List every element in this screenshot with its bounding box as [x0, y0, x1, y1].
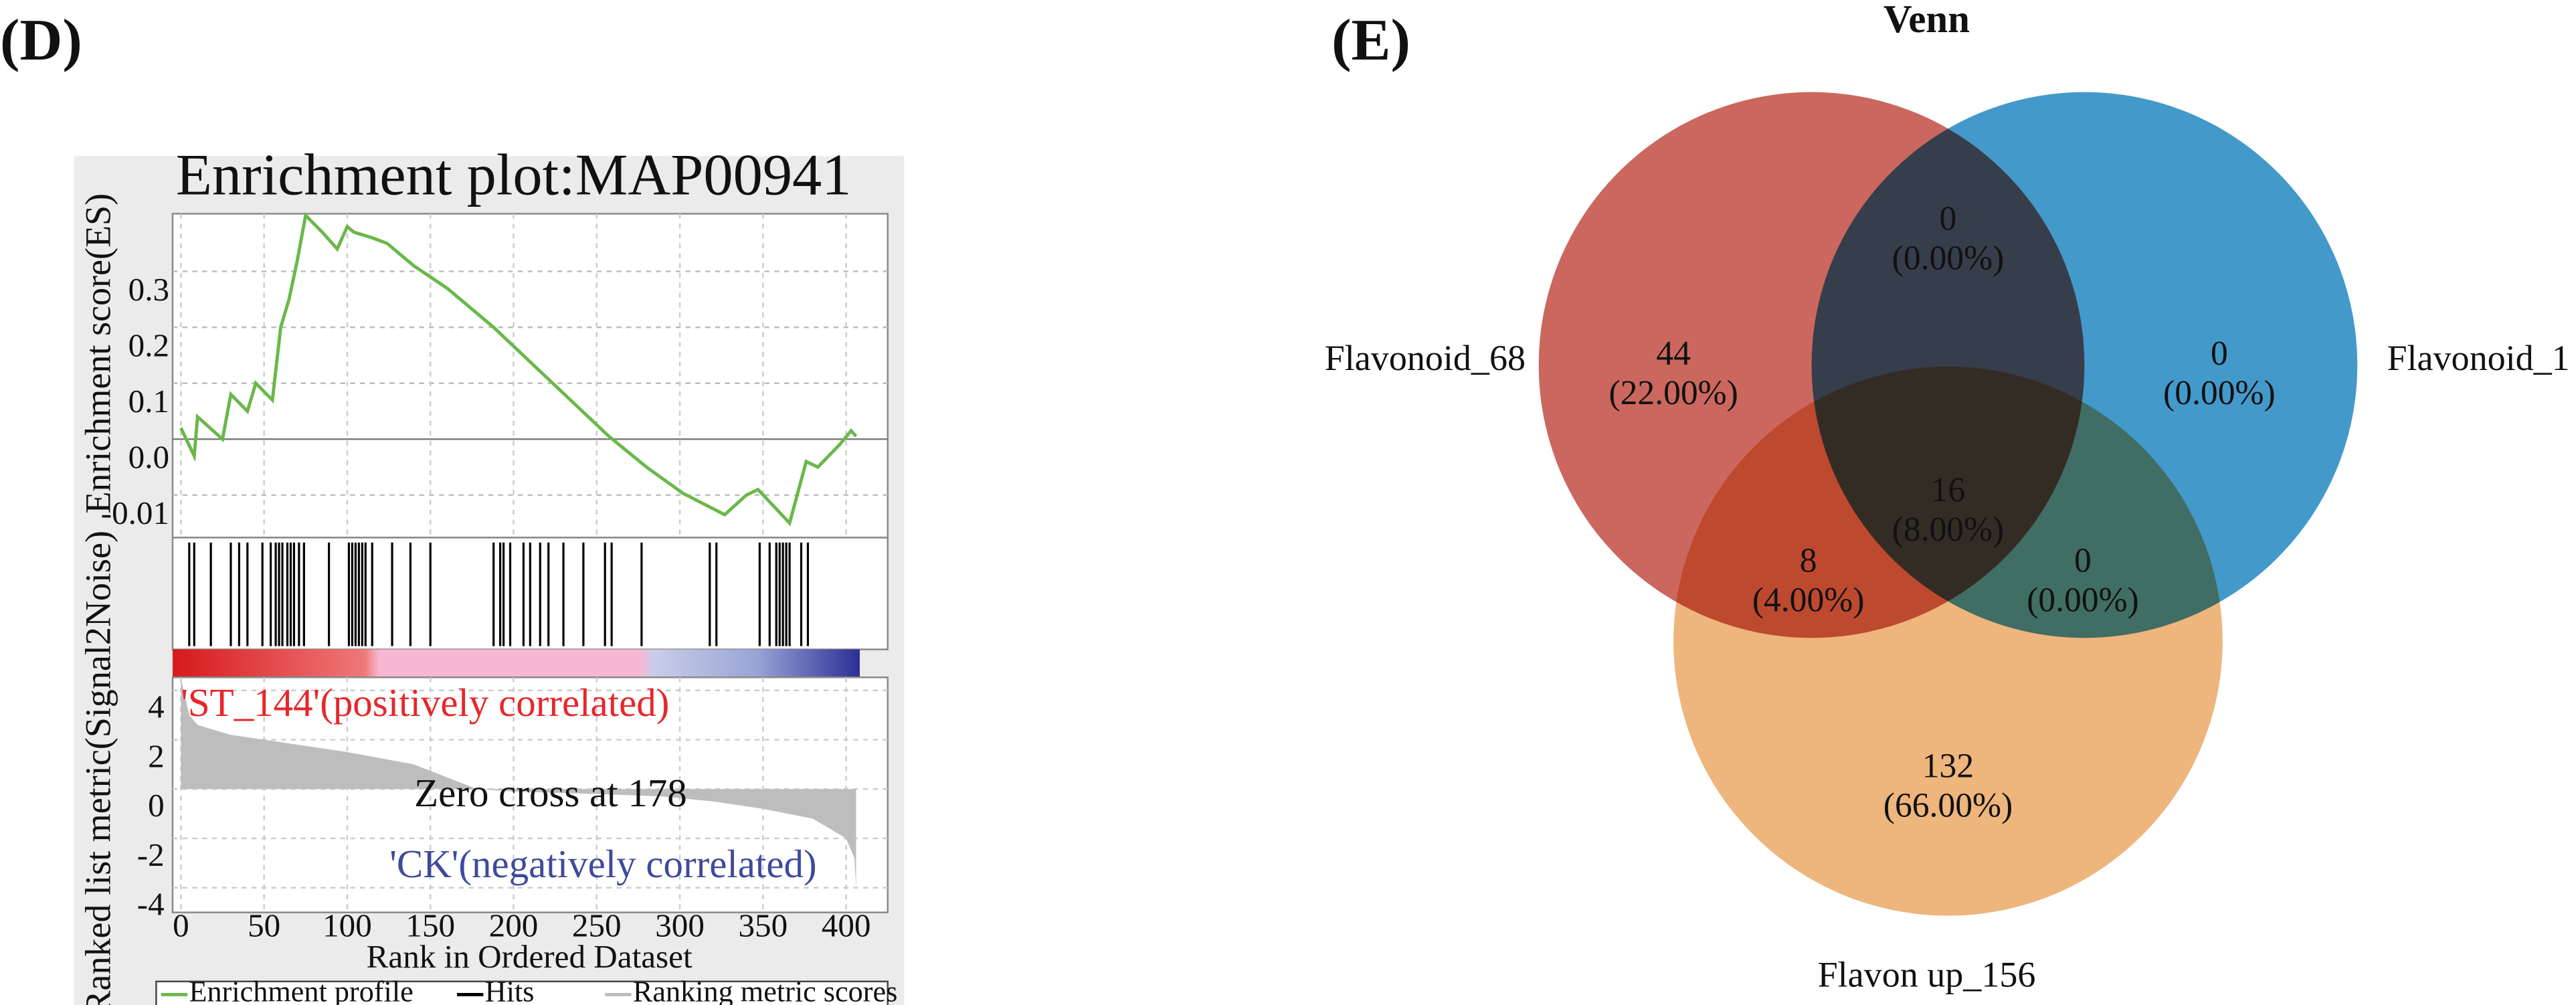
- y-tick-label: 0.1: [128, 383, 169, 420]
- x-axis-label: Rank in Ordered Dataset: [367, 938, 693, 975]
- region-percent: (0.00%): [2163, 374, 2276, 412]
- x-tick-label: 50: [248, 907, 280, 943]
- region-percent: (66.00%): [1883, 787, 2013, 825]
- es-panel: [171, 213, 889, 539]
- region-percent: (0.00%): [2027, 581, 2139, 620]
- annotation: 'CK'(negatively correlated): [389, 842, 816, 886]
- y-tick-label: 0.2: [128, 327, 169, 363]
- y-tick-label: 4: [148, 689, 165, 725]
- color-bar: [172, 649, 860, 678]
- y-tick-label: -0.01: [101, 494, 169, 531]
- es-line: [179, 211, 858, 527]
- x-tick-label: 150: [405, 907, 455, 943]
- legend-label: Ranking metric scores: [633, 976, 897, 1005]
- legend-label: Hits: [485, 976, 535, 1005]
- region-count: 0: [1940, 200, 1957, 238]
- annotation: 'ST_144'(positively correlated): [181, 680, 669, 725]
- x-tick-label: 0: [173, 907, 189, 943]
- legend-label: Enrichment profile: [189, 976, 413, 1005]
- x-tick-label: 100: [323, 907, 372, 943]
- metric-area: [181, 678, 856, 888]
- region-percent: (0.00%): [1892, 240, 2005, 278]
- set-label: Flavonoid_1: [2387, 338, 2569, 378]
- region-percent: (22.00%): [1608, 374, 1738, 412]
- region-percent: (4.00%): [1752, 581, 1865, 620]
- panel-label: (D): [0, 7, 82, 73]
- y-tick-label: -4: [137, 886, 165, 923]
- annotation: Zero cross at 178: [414, 771, 687, 815]
- region-count: 44: [1656, 335, 1691, 373]
- region-count: 0: [2211, 335, 2228, 373]
- region-count: 132: [1922, 747, 1974, 786]
- legend-box: [155, 980, 889, 1005]
- set-label: Flavon up_156: [1818, 954, 2036, 994]
- y-axis-label: Enrichment score(ES): [78, 193, 118, 514]
- panel-label: (E): [1331, 7, 1410, 73]
- venn-set: [1673, 366, 2223, 916]
- region-percent: (8.00%): [1892, 511, 2005, 549]
- y-axis-label: Ranked list metric(Signal2Noise): [78, 531, 118, 1005]
- y-tick-label: 2: [148, 737, 165, 774]
- y-tick-label: 0: [148, 787, 165, 824]
- set-label: Flavonoid_68: [1325, 338, 1526, 378]
- x-tick-label: 250: [572, 907, 622, 943]
- region-count: 16: [1931, 471, 1966, 509]
- x-tick-label: 200: [489, 907, 539, 943]
- y-tick-label: -2: [137, 836, 165, 873]
- x-tick-label: 350: [738, 907, 788, 943]
- chart-title: Enrichment plot:MAP00941: [176, 143, 852, 208]
- y-tick-label: 0.3: [128, 271, 169, 308]
- y-tick-label: 0.0: [128, 439, 169, 476]
- chart-title: Venn: [1883, 0, 1970, 41]
- x-tick-label: 300: [655, 907, 705, 943]
- x-tick-label: 400: [822, 907, 871, 943]
- region-count: 0: [2074, 542, 2092, 580]
- region-count: 8: [1800, 542, 1817, 580]
